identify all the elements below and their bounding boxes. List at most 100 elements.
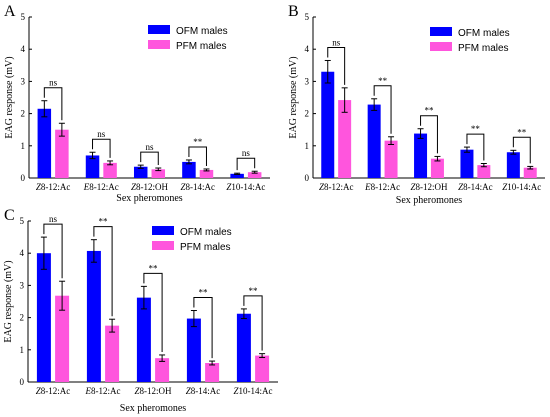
legend-swatch bbox=[430, 42, 452, 51]
bar-ofm bbox=[230, 173, 244, 178]
significance-label: ** bbox=[149, 263, 159, 273]
chart-panel-b: B 0 1 2 3 4 5 EAG response (mV) Sex pheromones ns… bbox=[288, 3, 545, 206]
bar-pfm bbox=[477, 165, 491, 178]
significance-bracket bbox=[140, 151, 159, 166]
significance-bracket bbox=[512, 136, 531, 164]
y-tick-label: 5 bbox=[305, 12, 310, 22]
bar-pfm bbox=[103, 162, 117, 178]
significance-bracket bbox=[193, 297, 213, 359]
significance-bracket bbox=[243, 295, 263, 351]
significance-label: ** bbox=[378, 76, 388, 86]
bar-ofm bbox=[182, 161, 196, 178]
significance-bracket bbox=[92, 138, 111, 158]
significance-bracket bbox=[373, 85, 392, 134]
x-tick-label: Z8-12:Ac bbox=[36, 182, 71, 192]
y-tick-label: 3 bbox=[21, 76, 26, 86]
y-tick-label: 5 bbox=[20, 216, 25, 226]
x-tick-label: Z8-12:OH bbox=[131, 182, 169, 192]
significance-bracket bbox=[188, 146, 207, 166]
bar-pfm bbox=[247, 172, 262, 178]
x-tick-label: Z8-12:Ac bbox=[319, 182, 354, 192]
legend-label: PFM males bbox=[458, 43, 509, 54]
bar-ofm bbox=[506, 152, 520, 178]
legend-label: OFM males bbox=[176, 26, 228, 37]
bar-ofm bbox=[236, 313, 251, 382]
legend-swatch bbox=[430, 27, 452, 36]
bar-pfm bbox=[199, 169, 214, 178]
bar-ofm bbox=[36, 253, 51, 382]
y-axis-label: EAG response (mV) bbox=[288, 56, 299, 138]
x-tick-label: Z10-14:Ac bbox=[233, 386, 272, 396]
bar-pfm bbox=[255, 355, 270, 382]
bar-ofm bbox=[86, 250, 101, 382]
bar-pfm bbox=[384, 140, 398, 178]
bar-ofm bbox=[460, 149, 474, 178]
legend-label: OFM males bbox=[180, 227, 232, 238]
significance-bracket bbox=[143, 272, 163, 352]
significance-label: ns bbox=[332, 37, 341, 47]
y-axis-label: EAG response (mV) bbox=[3, 260, 14, 342]
y-tick-label: 3 bbox=[20, 280, 25, 290]
x-axis-label: Sex pheromones bbox=[120, 403, 186, 414]
x-tick-label: Z10-14:Ac bbox=[502, 182, 541, 192]
bar-ofm bbox=[414, 133, 428, 178]
bar-ofm bbox=[37, 108, 52, 178]
x-tick-label: E8-12:Ac bbox=[85, 386, 121, 396]
bar-pfm bbox=[55, 129, 69, 178]
significance-bracket bbox=[43, 87, 63, 121]
x-tick-label: Z8-12:OH bbox=[134, 386, 172, 396]
x-tick-label: Z8-14:Ac bbox=[180, 182, 215, 192]
significance-bracket bbox=[236, 157, 256, 171]
significance-label: ** bbox=[249, 286, 259, 296]
legend-swatch bbox=[152, 241, 174, 250]
bar-ofm bbox=[136, 297, 151, 382]
legend-swatch bbox=[152, 226, 174, 235]
chart-panel-a: A 0 1 2 3 4 5 EAG response (mV) Sex pheromones ns… bbox=[4, 3, 270, 204]
significance-bracket bbox=[327, 46, 346, 85]
panel-label: C bbox=[4, 207, 15, 224]
y-axis-label: EAG response (mV) bbox=[4, 56, 15, 138]
bar-pfm bbox=[55, 295, 70, 382]
y-tick-label: 0 bbox=[305, 173, 310, 183]
bar-pfm bbox=[338, 100, 352, 178]
x-tick-label: Z8-12:Ac bbox=[36, 386, 71, 396]
significance-label: ns bbox=[145, 142, 154, 152]
bar-ofm bbox=[321, 71, 335, 178]
significance-label: ** bbox=[193, 137, 203, 147]
significance-label: ** bbox=[99, 217, 109, 227]
y-tick-label: 4 bbox=[21, 44, 26, 54]
bar-ofm bbox=[186, 318, 201, 382]
y-tick-label: 5 bbox=[21, 12, 26, 22]
significance-label: ns bbox=[49, 78, 58, 88]
y-tick-label: 4 bbox=[305, 44, 310, 54]
y-tick-label: 1 bbox=[305, 141, 310, 151]
y-tick-label: 3 bbox=[305, 76, 310, 86]
significance-bracket bbox=[466, 133, 485, 161]
x-tick-label: Z8-14:Ac bbox=[186, 386, 221, 396]
bar-pfm bbox=[205, 363, 220, 382]
significance-label: ns bbox=[97, 129, 106, 139]
bar-ofm bbox=[367, 104, 381, 178]
bar-ofm bbox=[133, 166, 148, 178]
significance-label: ns bbox=[49, 214, 58, 224]
significance-label: ** bbox=[425, 106, 435, 116]
significance-label: ** bbox=[199, 288, 209, 298]
chart-panel-c: C 0 1 2 3 4 5 EAG response (mV) Sex pheromones ns… bbox=[3, 207, 278, 414]
y-tick-label: 2 bbox=[305, 109, 310, 119]
significance-bracket bbox=[43, 223, 63, 279]
x-tick-label: Z8-14:Ac bbox=[458, 182, 493, 192]
x-axis-label: Sex pheromones bbox=[396, 195, 462, 206]
significance-label: ** bbox=[517, 127, 527, 137]
bar-pfm bbox=[430, 158, 444, 178]
x-axis-label: Sex pheromones bbox=[116, 193, 182, 204]
bar-ofm bbox=[85, 155, 100, 178]
legend-label: PFM males bbox=[176, 41, 227, 52]
significance-bracket bbox=[420, 115, 438, 154]
legend-swatch bbox=[148, 40, 170, 49]
panel-label: A bbox=[4, 3, 16, 20]
significance-label: ** bbox=[471, 124, 481, 134]
bar-pfm bbox=[105, 325, 120, 382]
bar-pfm bbox=[523, 167, 537, 178]
x-tick-label: Z8-12:OH bbox=[410, 182, 448, 192]
